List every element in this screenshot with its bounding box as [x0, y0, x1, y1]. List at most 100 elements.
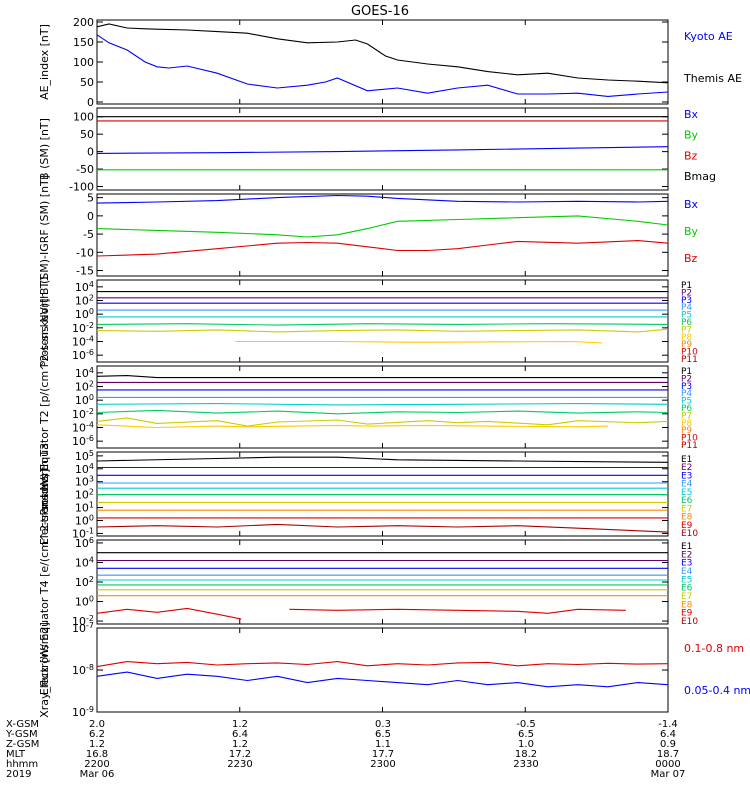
panel-frame	[96, 627, 669, 713]
y-tick-label: 10-9	[72, 705, 94, 719]
y-tick-label: 104	[75, 280, 94, 294]
series-line-p5	[96, 403, 669, 406]
ephemeris-table: X-GSMY-GSMZ-GSMMLThhmm20192.06.21.216.82…	[5, 719, 685, 780]
series-line-e10	[96, 523, 669, 533]
y-axis-label: Protons North T1	[38, 275, 51, 368]
legend-label: E10	[681, 529, 698, 539]
legend-label: E7	[681, 592, 692, 602]
legend-label: P6	[681, 404, 692, 414]
series-line-kyoto-ae	[96, 34, 669, 97]
legend-label: P8	[681, 333, 692, 343]
ephemeris-value: 1.2	[89, 739, 105, 750]
y-axis-label: B (SM) [nT]	[38, 118, 51, 180]
y-tick-label: 50	[80, 128, 94, 141]
legend-label: P9	[681, 426, 692, 436]
legend-label: P4	[681, 303, 692, 313]
legend-label: E4	[681, 480, 693, 490]
legend-label: P4	[681, 389, 692, 399]
series-line-bx	[96, 194, 669, 204]
legend-label: E7	[681, 504, 692, 514]
y-tick-label: 150	[73, 36, 94, 49]
ephemeris-row-label: 2019	[6, 769, 31, 780]
ephemeris-value: 1.2	[232, 739, 248, 750]
legend-label: P10	[681, 348, 698, 358]
y-tick-label: 105	[75, 449, 94, 463]
y-tick-label: 10-4	[72, 335, 94, 349]
y-tick-label: 104	[75, 462, 94, 476]
ephemeris-value: 6.2	[89, 729, 105, 740]
legend-label: E6	[681, 496, 693, 506]
ephemeris-value: Mar 07	[651, 769, 686, 780]
y-tick-label: 10-4	[72, 421, 94, 435]
chart-panel-3: 5 0 -5 -10 -15 B (SM)-IGRF (SM) [nT] Bx By Bz	[38, 175, 699, 295]
legend-label: By	[684, 129, 699, 142]
y-axis-label: Electrons North T3	[38, 443, 51, 545]
panel-frame	[96, 107, 669, 191]
ephemeris-value: 2200	[84, 759, 109, 770]
panel-frame	[96, 365, 669, 449]
y-tick-label: 10-2	[72, 407, 94, 421]
ephemeris-value: 16.8	[86, 749, 108, 760]
ephemeris-row-label: hhmm	[6, 759, 38, 770]
ephemeris-value: 2300	[370, 759, 395, 770]
legend-label: E8	[681, 513, 693, 523]
ephemeris-value: 0.3	[375, 719, 391, 730]
y-tick-label: 100	[75, 513, 94, 527]
y-tick-label: 102	[75, 488, 94, 502]
y-tick-label: -10	[76, 246, 94, 259]
series-line-bx	[96, 146, 669, 154]
ephemeris-value: 1.0	[518, 739, 534, 750]
y-tick-label: 100	[75, 393, 94, 407]
y-axis-label: Electrons Equator T4 [e/(cm^2-s-sr-keV)]	[38, 469, 51, 695]
legend-label: Themis AE	[683, 72, 742, 85]
ephemeris-value: 6.5	[518, 729, 534, 740]
series-line-p7	[96, 328, 669, 333]
ephemeris-value: 6.4	[660, 729, 676, 740]
y-tick-label: 100	[73, 111, 94, 124]
y-tick-label: -5	[83, 228, 94, 241]
ephemeris-row-label: X-GSM	[6, 719, 39, 730]
y-tick-label: 100	[73, 56, 94, 69]
legend-label: P6	[681, 318, 692, 328]
series-line-p1	[96, 375, 668, 379]
y-tick-label: -50	[76, 163, 94, 176]
chart-title: GOES-16	[351, 4, 409, 19]
ephemeris-value: 18.2	[515, 749, 537, 760]
legend-label: E6	[681, 584, 693, 594]
y-tick-label: 0	[87, 96, 94, 109]
legend-label: P1	[681, 281, 692, 291]
y-tick-label: 200	[73, 16, 94, 29]
legend-label: P7	[681, 325, 692, 335]
y-tick-label: -15	[76, 265, 94, 278]
legend-label: E9	[681, 521, 693, 531]
legend-label: E5	[681, 575, 692, 585]
y-tick-label: 101	[75, 501, 94, 515]
y-tick-label: 50	[80, 76, 94, 89]
legend-label: P11	[681, 355, 698, 365]
y-tick-label: 10-6	[72, 348, 94, 362]
series-line-p6	[96, 409, 669, 415]
panel-frame	[96, 451, 669, 537]
ephemeris-value: 6.5	[375, 729, 391, 740]
legend-label: Bz	[684, 149, 698, 162]
chart-panel-2: 100 50 0 -50 -100 B (SM) [nT] Bx By Bz Bmag	[38, 107, 716, 194]
legend-label: 0.05-0.4 nm	[684, 684, 750, 697]
legend-label: E3	[681, 471, 692, 481]
y-tick-label: 102	[75, 294, 94, 308]
y-tick-label: 106	[75, 536, 94, 550]
ephemeris-value: 6.4	[232, 729, 248, 740]
legend-label: P11	[681, 441, 698, 451]
legend-label: P3	[681, 296, 692, 306]
y-tick-label: 100	[75, 595, 94, 609]
legend-label: P5	[681, 397, 692, 407]
legend-label: Bz	[684, 252, 698, 265]
legend-label: E10	[681, 617, 698, 627]
y-tick-label: 100	[75, 307, 94, 321]
legend-label: P3	[681, 382, 692, 392]
legend-label: E1	[681, 542, 692, 552]
series-line-bz	[96, 240, 669, 257]
legend-label: P8	[681, 419, 692, 429]
